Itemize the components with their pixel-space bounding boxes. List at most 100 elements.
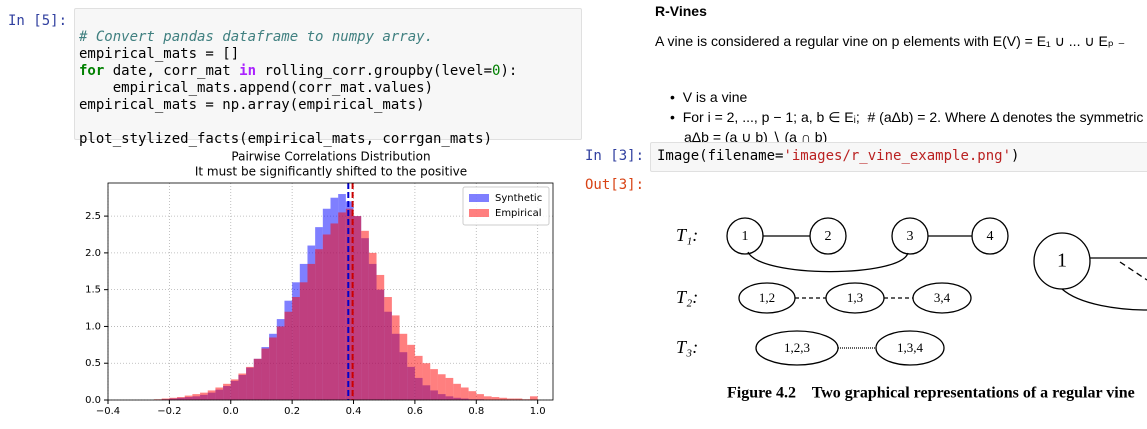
histogram-bar xyxy=(407,344,415,400)
histogram-bar xyxy=(253,358,262,400)
node-label: 1,2,3 xyxy=(784,340,810,355)
code-cell[interactable] xyxy=(650,142,1147,172)
histogram-bar xyxy=(514,398,523,400)
x-tick-label: 0.8 xyxy=(468,406,484,417)
number: 0 xyxy=(492,63,501,79)
x-tick-label: −0.2 xyxy=(157,406,181,417)
histogram-bar xyxy=(238,373,247,400)
y-tick-label: 0.5 xyxy=(85,358,101,369)
code-text: empirical_mats = [] xyxy=(79,46,240,62)
x-tick-label: 0.4 xyxy=(346,406,362,417)
histogram-bar xyxy=(453,383,461,400)
histogram-bar xyxy=(391,315,400,400)
y-tick-label: 1.0 xyxy=(85,321,101,332)
histogram-bar xyxy=(284,311,293,400)
histogram-bar xyxy=(276,326,285,400)
code-text: Image(filename= xyxy=(657,148,784,164)
node xyxy=(726,217,764,255)
histogram-bar xyxy=(269,337,277,400)
x-tick-label: 0.2 xyxy=(284,406,300,417)
x-tick-label: 0.0 xyxy=(223,406,239,417)
comment: # Convert pandas dataframe to numpy arra… xyxy=(79,29,434,45)
level-label: T₃: xyxy=(676,337,698,357)
histogram-bar xyxy=(299,282,308,400)
histogram-bar xyxy=(292,297,300,400)
bullet: • For i = 2, ..., p − 1; a, b ∈ Eᵢ; # (a… xyxy=(670,109,1144,125)
code-text: ) xyxy=(1011,148,1020,164)
histogram-bar xyxy=(361,230,369,400)
node-label: 4 xyxy=(987,229,994,244)
node xyxy=(738,282,796,314)
bullet-list: • V is a vine • For i = 2, ..., p − 1; a,… xyxy=(670,67,1143,147)
x-tick-label: 0.6 xyxy=(407,406,423,417)
code-text: plot_stylized_facts(empirical_mats, corr… xyxy=(79,131,493,147)
code-line: # Convert pandas dataframe to numpy arra… xyxy=(79,29,517,46)
node-label: 1,2 xyxy=(759,290,775,305)
histogram-bar xyxy=(161,398,170,400)
histogram-bar xyxy=(376,274,385,400)
code-line: empirical_mats.append(corr_mat.values) xyxy=(79,80,517,97)
code-line: for date, corr_mat in rolling_corr.group… xyxy=(79,63,517,80)
keyword: in xyxy=(239,63,257,79)
histogram-bar xyxy=(506,398,515,400)
histogram-bar xyxy=(215,387,224,400)
legend-label: Synthetic xyxy=(495,193,542,204)
histogram-bar xyxy=(322,234,331,400)
histogram-bar xyxy=(483,396,492,400)
code-text: date, corr_mat xyxy=(104,63,240,79)
histogram-bar xyxy=(445,377,454,400)
legend-swatch xyxy=(469,194,489,202)
node-label: 3,4 xyxy=(934,290,951,305)
histogram-bar xyxy=(261,348,270,400)
code-cell[interactable] xyxy=(74,8,582,140)
out-prompt: Out[3]: xyxy=(585,177,645,193)
histogram-bar xyxy=(315,249,323,400)
histogram-bar xyxy=(430,369,438,400)
histogram-bar xyxy=(230,379,239,400)
plot: 0.0 0.5 1.0 1.5 2.0 2.5 −0.4 −0.2 0.0 0.2 0.4 0.6 0.… xyxy=(85,182,554,417)
y-tick-label: 1.5 xyxy=(85,285,101,296)
histogram-bar xyxy=(529,396,538,400)
histogram-bar xyxy=(476,394,484,400)
histogram-bar xyxy=(422,363,431,400)
legend: Synthetic Empirical xyxy=(462,186,550,226)
code-line: empirical_mats = [] xyxy=(79,46,517,63)
code-line: Image(filename='images/r_vine_example.pn… xyxy=(657,148,1019,164)
code-text: empirical_mats = np.array(empirical_mats… xyxy=(79,97,425,113)
bullet: • V is a vine xyxy=(670,89,748,105)
node-label: 1 xyxy=(1057,250,1067,272)
node-label: 1,3 xyxy=(847,290,863,305)
bullet-text: V is a vine xyxy=(682,89,748,105)
code-text: empirical_mats.append(corr_mat.values) xyxy=(79,80,434,96)
code-text: ): xyxy=(500,63,518,79)
node xyxy=(809,217,847,255)
node xyxy=(825,282,885,314)
chart-subtitle: It must be significantly shifted to the … xyxy=(195,165,467,179)
code-line: plot_stylized_facts(empirical_mats, corr… xyxy=(79,131,517,148)
code-line: empirical_mats = np.array(empirical_mats… xyxy=(79,97,517,114)
y-tick-label: 2.0 xyxy=(85,248,101,259)
figure-caption: Figure 4.2 Two graphical representations… xyxy=(727,385,1135,402)
node xyxy=(971,217,1009,255)
x-tick-label: −0.4 xyxy=(96,406,120,417)
histogram-bar xyxy=(169,397,178,400)
code-text: rolling_corr.groupby(level= xyxy=(256,63,493,79)
histogram-bar xyxy=(368,252,377,400)
x-tick-label: 1.0 xyxy=(530,406,546,417)
edge xyxy=(1061,288,1147,311)
histogram-bar xyxy=(177,397,185,400)
node xyxy=(912,282,972,314)
axes-frame xyxy=(107,182,554,401)
histogram-bar xyxy=(345,208,354,400)
histogram-bar xyxy=(384,297,392,400)
histogram-bar xyxy=(353,216,362,400)
histogram-bar xyxy=(399,333,408,400)
edge xyxy=(1119,261,1147,281)
histogram-bar xyxy=(223,383,231,400)
histogram-bar xyxy=(460,387,469,400)
node-label: 1,3,4 xyxy=(897,340,924,355)
legend-swatch xyxy=(469,209,489,217)
node-label: 3 xyxy=(907,229,914,244)
string: 'images/r_vine_example.png' xyxy=(783,148,1012,164)
